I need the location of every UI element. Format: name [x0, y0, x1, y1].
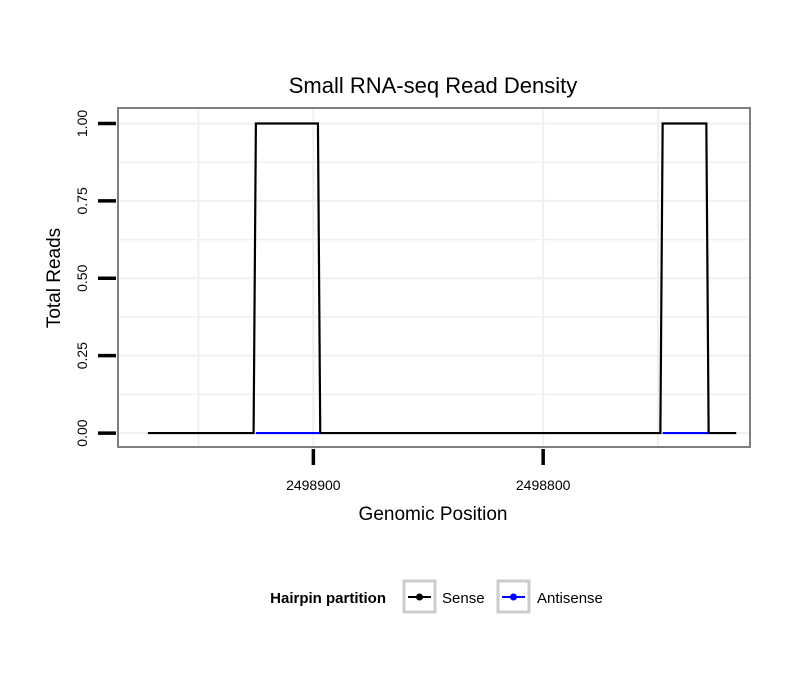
y-tick-label: 0.75 [74, 187, 90, 214]
x-tick-label: 2498800 [516, 477, 571, 493]
legend-point-antisense [510, 593, 517, 601]
axes: 0.00 0.25 0.50 0.75 1.00 2498900 2498800 [74, 110, 571, 493]
legend-label-antisense: Antisense [537, 590, 603, 607]
plot-border [117, 107, 751, 448]
legend-title: Hairpin partition [270, 590, 386, 607]
legend-item-sense: Sense [402, 579, 485, 614]
x-axis-label: Genomic Position [359, 504, 508, 525]
legend-item-antisense: Antisense [496, 579, 603, 614]
series-line-sense [147, 122, 737, 435]
x-tick-label: 2498900 [286, 477, 341, 493]
y-tick-label: 0.50 [74, 264, 90, 291]
legend: Hairpin partition Sense Antisense [270, 579, 603, 614]
chart-title: Small RNA-seq Read Density [289, 73, 578, 98]
grid [118, 108, 750, 447]
series-layer [147, 122, 737, 435]
y-tick-label: 1.00 [74, 110, 90, 137]
y-tick-label: 0.00 [74, 419, 90, 446]
y-tick-label: 0.25 [74, 342, 90, 369]
y-axis-label: Total Reads [44, 228, 65, 328]
legend-point-sense [416, 593, 423, 601]
legend-label-sense: Sense [442, 590, 485, 607]
